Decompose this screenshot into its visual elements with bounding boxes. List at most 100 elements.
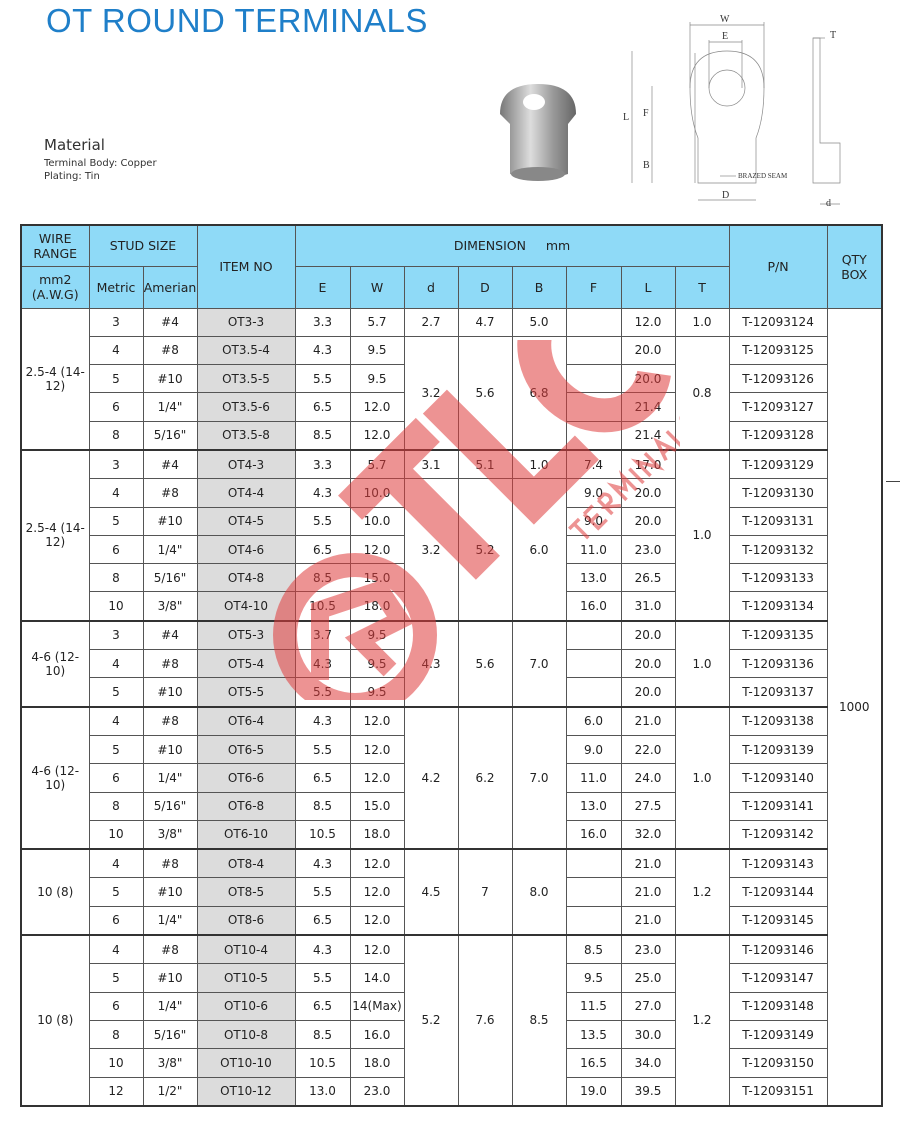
header-dim-w: W (349, 265, 405, 309)
dim-label-b: B (643, 160, 650, 171)
header-dim-f: F (565, 265, 622, 309)
item-no-cell: OT8-6 (196, 905, 296, 936)
item-no-cell: OT6-6 (196, 763, 296, 793)
dim-label-t: T (830, 30, 836, 41)
pn-cell: T-12093124 (728, 307, 828, 337)
dim-e-cell: 3.3 (294, 448, 351, 480)
dim-t-cell: 1.0 (674, 307, 730, 337)
amerian-cell: 1/4" (142, 392, 198, 422)
dim-w-cell: 12.0 (349, 877, 405, 907)
pn-cell: T-12093133 (728, 563, 828, 593)
dim-f-cell: 16.0 (565, 591, 622, 622)
amerian-cell: 1/4" (142, 991, 198, 1021)
header-wire-range: WIRE RANGE (20, 224, 90, 267)
dim-l-cell: 21.4 (620, 420, 676, 451)
dim-w-cell: 23.0 (349, 1076, 405, 1107)
dim-w-cell: 16.0 (349, 1019, 405, 1050)
dim-e-cell: 13.0 (294, 1076, 351, 1107)
item-no-cell: OT3.5-4 (196, 335, 296, 366)
metric-cell: 5 (88, 734, 144, 765)
dim-f-cell: 11.5 (565, 991, 622, 1021)
metric-cell: 4 (88, 705, 144, 736)
dim-f-cell (565, 877, 622, 907)
header-dim-b: B (511, 265, 567, 309)
dim-l-cell: 32.0 (620, 819, 676, 850)
dim-e-cell: 5.5 (294, 677, 351, 708)
dim-f-cell: 13.0 (565, 791, 622, 821)
dim-l-cell: 20.0 (620, 364, 676, 394)
metric-cell: 6 (88, 534, 144, 565)
metric-cell: 5 (88, 877, 144, 907)
amerian-cell: #8 (142, 934, 198, 965)
dim-w-cell: 10.0 (349, 478, 405, 508)
pn-cell: T-12093145 (728, 905, 828, 936)
dim-d-upper-cell: 5.6 (457, 619, 513, 708)
dim-w-cell: 12.0 (349, 848, 405, 879)
metric-cell: 10 (88, 591, 144, 622)
amerian-cell: #10 (142, 734, 198, 765)
pn-cell: T-12093132 (728, 534, 828, 565)
dim-l-cell: 26.5 (620, 563, 676, 593)
dim-w-cell: 12.0 (349, 734, 405, 765)
dim-e-cell: 10.5 (294, 1048, 351, 1078)
dim-e-cell: 5.5 (294, 963, 351, 993)
item-no-cell: OT10-10 (196, 1048, 296, 1078)
pn-cell: T-12093151 (728, 1076, 828, 1107)
dim-w-cell: 10.0 (349, 506, 405, 536)
metric-cell: 10 (88, 1048, 144, 1078)
pn-cell: T-12093146 (728, 934, 828, 965)
item-no-cell: OT4-10 (196, 591, 296, 622)
metric-cell: 6 (88, 392, 144, 422)
amerian-cell: 3/8" (142, 591, 198, 622)
dim-e-cell: 4.3 (294, 848, 351, 879)
dim-l-cell: 20.0 (620, 619, 676, 651)
header-dim-d-upper: D (457, 265, 513, 309)
dim-e-cell: 6.5 (294, 392, 351, 422)
dim-w-cell: 9.5 (349, 619, 405, 651)
dim-l-cell: 20.0 (620, 478, 676, 508)
dim-e-cell: 3.3 (294, 307, 351, 337)
item-no-cell: OT10-8 (196, 1019, 296, 1050)
header-item-no: ITEM NO (196, 224, 296, 309)
dim-b-cell: 5.0 (511, 307, 567, 337)
item-no-cell: OT3-3 (196, 307, 296, 337)
dim-l-cell: 34.0 (620, 1048, 676, 1078)
pn-cell: T-12093143 (728, 848, 828, 879)
dim-w-cell: 12.0 (349, 905, 405, 936)
dim-l-cell: 31.0 (620, 591, 676, 622)
dim-f-cell (565, 649, 622, 679)
dim-w-cell: 12.0 (349, 763, 405, 793)
header-dimension: DIMENSION mm (294, 224, 730, 267)
amerian-cell: #10 (142, 364, 198, 394)
dim-e-cell: 5.5 (294, 506, 351, 536)
dim-l-cell: 23.0 (620, 534, 676, 565)
dim-l-cell: 12.0 (620, 307, 676, 337)
dim-e-cell: 6.5 (294, 763, 351, 793)
dim-w-cell: 18.0 (349, 1048, 405, 1078)
metric-cell: 4 (88, 848, 144, 879)
dim-e-cell: 8.5 (294, 791, 351, 821)
dim-e-cell: 6.5 (294, 534, 351, 565)
amerian-cell: #4 (142, 619, 198, 651)
amerian-cell: #4 (142, 448, 198, 480)
metric-cell: 3 (88, 307, 144, 337)
pn-cell: T-12093149 (728, 1019, 828, 1050)
dim-w-cell: 14.0 (349, 963, 405, 993)
dim-f-cell: 9.5 (565, 963, 622, 993)
dim-w-cell: 14(Max) (349, 991, 405, 1021)
table-row: 8 5/16" OT10-8 8.5 16.0 13.5 30.0 T-12093149 (21, 1019, 882, 1050)
amerian-cell: #4 (142, 307, 198, 337)
item-no-cell: OT6-5 (196, 734, 296, 765)
item-no-cell: OT3.5-5 (196, 364, 296, 394)
item-no-cell: OT5-3 (196, 619, 296, 651)
dim-d-upper-cell: 5.1 (457, 448, 513, 480)
item-no-cell: OT4-6 (196, 534, 296, 565)
dim-l-cell: 21.4 (620, 392, 676, 422)
dim-w-cell: 15.0 (349, 563, 405, 593)
metric-cell: 4 (88, 934, 144, 965)
dim-l-cell: 21.0 (620, 705, 676, 736)
dim-b-cell: 7.0 (511, 619, 567, 708)
dim-e-cell: 6.5 (294, 905, 351, 936)
dim-w-cell: 18.0 (349, 591, 405, 622)
dim-w-cell: 9.5 (349, 649, 405, 679)
